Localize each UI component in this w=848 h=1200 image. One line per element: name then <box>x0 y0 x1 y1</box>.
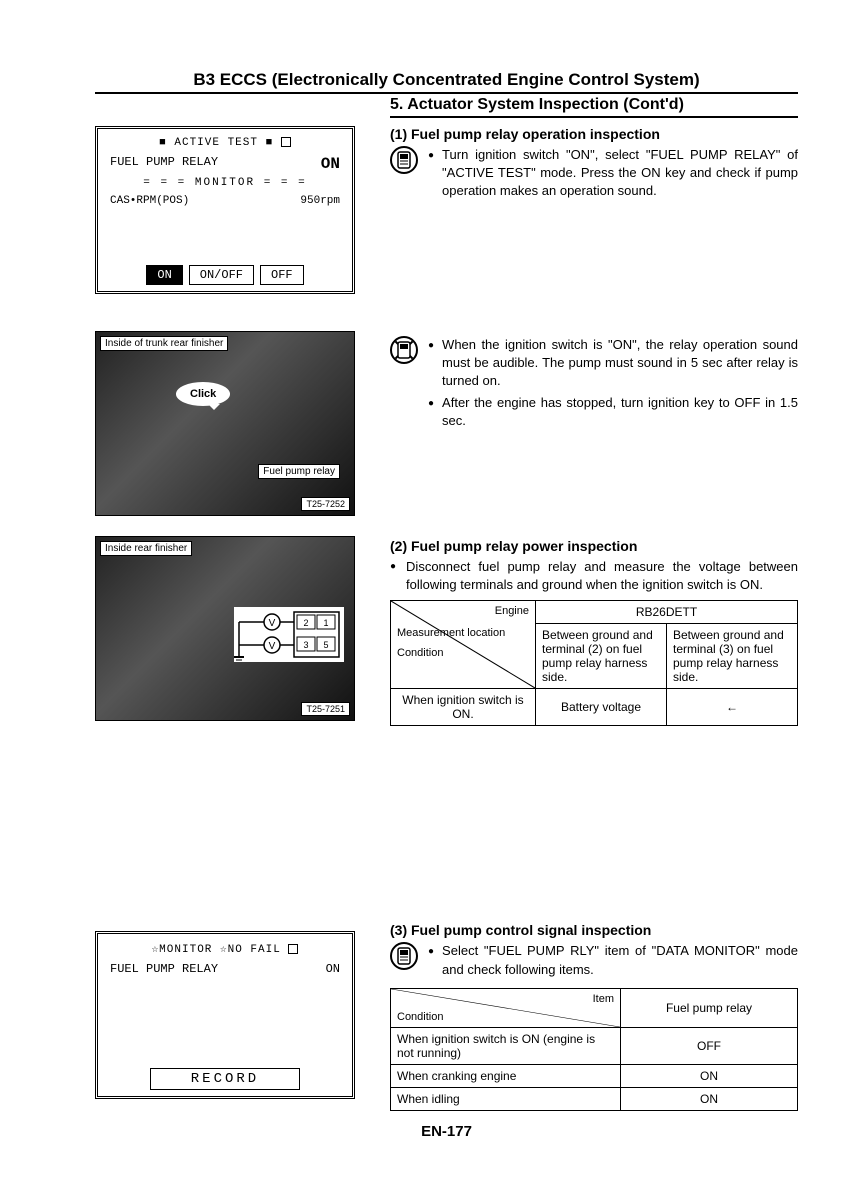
td-val-off: OFF <box>621 1027 798 1064</box>
instruction-text-5: Select "FUEL PUMP RLY" item of "DATA MON… <box>442 942 798 978</box>
bullet-icon: ● <box>428 394 434 430</box>
photo1-tag: T25-7252 <box>301 497 350 511</box>
td-battery-voltage: Battery voltage <box>536 689 667 726</box>
td-terminal3: Between ground and terminal (3) on fuel … <box>667 624 798 689</box>
td-cond-cranking: When cranking engine <box>391 1064 621 1087</box>
th-fuel-pump-relay: Fuel pump relay <box>621 988 798 1027</box>
sub3-heading: (3) Fuel pump control signal inspection <box>390 922 798 938</box>
record-button[interactable]: RECORD <box>150 1068 300 1090</box>
screen-title-text: ■ ACTIVE TEST ■ <box>159 137 273 149</box>
relay-label-2: FUEL PUMP RELAY <box>110 962 218 976</box>
relay-circuit-diagram: V V 2 1 3 5 <box>234 607 344 662</box>
monitor-divider: = = = MONITOR = = = <box>110 177 340 189</box>
td-val-on-1: ON <box>621 1064 798 1087</box>
td-cond-ign-on: When ignition switch is ON (engine is no… <box>391 1027 621 1064</box>
relay-callout: Fuel pump relay <box>258 464 340 479</box>
relay-value: ON <box>321 155 340 173</box>
td-ign-condition: When ignition switch is ON. <box>391 689 536 726</box>
onoff-button[interactable]: ON/OFF <box>189 265 254 285</box>
photo1-top-label: Inside of trunk rear finisher <box>100 336 228 351</box>
instruction-text-4: Disconnect fuel pump relay and measure t… <box>406 558 798 594</box>
instruction-text-1: Turn ignition switch "ON", select "FUEL … <box>442 146 798 201</box>
bullet-icon: ● <box>428 146 434 201</box>
bullet-icon: ● <box>428 942 434 978</box>
instruction-text-3: After the engine has stopped, turn ignit… <box>442 394 798 430</box>
page-header: B3 ECCS (Electronically Concentrated Eng… <box>95 70 798 94</box>
instruction-text-2: When the ignition switch is "ON", the re… <box>442 336 798 391</box>
td-terminal2: Between ground and terminal (2) on fuel … <box>536 624 667 689</box>
bullet-icon: ● <box>428 336 434 391</box>
td-arrow: ← <box>667 689 798 726</box>
finisher-photo: Inside rear finisher V V 2 1 3 5 <box>95 536 355 721</box>
no-consult-icon <box>390 336 418 364</box>
photo2-top-label: Inside rear finisher <box>100 541 192 556</box>
svg-text:2: 2 <box>303 618 308 628</box>
signal-table: Item Condition Fuel pump relay When igni… <box>390 988 798 1111</box>
screen2-title: ☆MONITOR ☆NO FAIL <box>152 944 281 956</box>
section-title: 5. Actuator System Inspection (Cont'd) <box>390 96 798 118</box>
svg-text:3: 3 <box>303 640 308 650</box>
click-callout: Click <box>176 382 230 406</box>
consult-device-icon <box>390 942 418 970</box>
svg-text:5: 5 <box>323 640 328 650</box>
svg-text:V: V <box>269 641 276 652</box>
svg-text:1: 1 <box>323 618 328 628</box>
td-val-on-2: ON <box>621 1087 798 1110</box>
relay-value-2: ON <box>326 962 340 976</box>
checkbox-icon <box>281 137 291 147</box>
checkbox-icon <box>288 944 298 954</box>
rpm-label: CAS•RPM(POS) <box>110 195 189 207</box>
photo2-tag: T25-7251 <box>301 702 350 716</box>
monitor-screen: ☆MONITOR ☆NO FAIL FUEL PUMP RELAY ON REC… <box>95 931 355 1099</box>
trunk-photo: Inside of trunk rear finisher Click Fuel… <box>95 331 355 516</box>
active-test-screen: ■ ACTIVE TEST ■ FUEL PUMP RELAY ON = = =… <box>95 126 355 294</box>
on-button[interactable]: ON <box>146 265 182 285</box>
page-number: EN-177 <box>95 1123 798 1140</box>
relay-label: FUEL PUMP RELAY <box>110 155 218 173</box>
sub2-heading: (2) Fuel pump relay power inspection <box>390 538 798 554</box>
svg-text:V: V <box>269 618 276 629</box>
consult-device-icon <box>390 146 418 174</box>
off-button[interactable]: OFF <box>260 265 304 285</box>
bullet-icon: ● <box>390 558 396 572</box>
td-cond-idling: When idling <box>391 1087 621 1110</box>
td-engine-model: RB26DETT <box>536 601 798 624</box>
rpm-value: 950rpm <box>300 195 340 207</box>
voltage-table: Engine Measurement location Condition RB… <box>390 600 798 726</box>
sub1-heading: (1) Fuel pump relay operation inspection <box>390 126 798 142</box>
